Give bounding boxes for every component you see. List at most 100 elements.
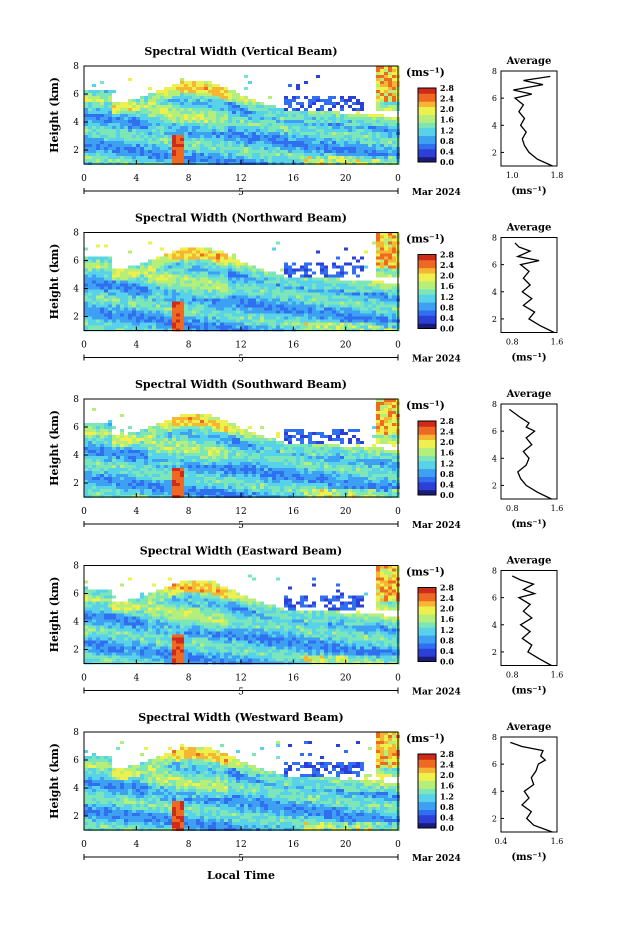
heatmap-cell [228, 135, 232, 138]
heatmap-cell [180, 78, 184, 81]
heatmap-cell [188, 266, 192, 269]
heatmap-cell [380, 311, 384, 314]
heatmap-cell [284, 153, 288, 156]
heatmap-cell [148, 320, 152, 323]
heatmap-cell [380, 323, 384, 326]
heatmap-cell [96, 108, 100, 111]
heatmap-cell [384, 254, 388, 257]
heatmap-cell [188, 480, 192, 483]
heatmap-cell [172, 453, 176, 456]
heatmap-cell [136, 435, 140, 438]
heatmap-cell [220, 257, 224, 260]
heatmap-cell [124, 450, 128, 453]
heatmap-cell [116, 129, 120, 132]
heatmap-cell [392, 296, 396, 299]
heatmap-cell [208, 305, 212, 308]
heatmap-cell [276, 290, 280, 293]
heatmap-cell [316, 305, 320, 308]
heatmap-cell [248, 144, 252, 147]
heatmap-cell [324, 147, 328, 150]
heatmap-cell [88, 320, 92, 323]
heatmap-cell [128, 471, 132, 474]
heatmap-cell [236, 120, 240, 123]
heatmap-cell [116, 293, 120, 296]
heatmap-cell [164, 126, 168, 129]
heatmap-cell [232, 489, 236, 492]
heatmap-cell [240, 441, 244, 444]
heatmap-cell [124, 147, 128, 150]
heatmap-cell [148, 492, 152, 495]
heatmap-cell [364, 290, 368, 293]
heatmap-cell [252, 453, 256, 456]
heatmap-cell [180, 326, 184, 329]
heatmap-cell [116, 450, 120, 453]
heatmap-cell [384, 93, 388, 96]
heatmap-cell [392, 147, 396, 150]
heatmap-cell [140, 99, 144, 102]
heatmap-cell [132, 447, 136, 450]
heatmap-cell [196, 87, 200, 90]
heatmap-cell [216, 156, 220, 159]
heatmap-cell [216, 287, 220, 290]
heatmap-cell [336, 308, 340, 311]
heatmap-cell [168, 459, 172, 462]
heatmap-cell [200, 105, 204, 108]
heatmap-cell [144, 323, 148, 326]
heatmap-cell [384, 123, 388, 126]
heatmap-cell [124, 275, 128, 278]
heatmap-cell [200, 159, 204, 162]
heatmap-cell [320, 138, 324, 141]
heatmap-cell [224, 311, 228, 314]
heatmap-cell [352, 281, 356, 284]
heatmap-cell [300, 308, 304, 311]
heatmap-cell [248, 462, 252, 465]
heatmap-cell [196, 266, 200, 269]
heatmap-cell [188, 317, 192, 320]
heatmap-cell [104, 275, 108, 278]
heatmap-cell [220, 492, 224, 495]
heatmap-cell [220, 483, 224, 486]
heatmap-cell [380, 78, 384, 81]
heatmap-cell [208, 450, 212, 453]
heatmap-cell [136, 287, 140, 290]
heatmap-cell [352, 323, 356, 326]
heatmap-cell [108, 320, 112, 323]
heatmap-cell [148, 468, 152, 471]
heatmap-cell [252, 323, 256, 326]
heatmap-cell [148, 435, 152, 438]
heatmap-cell [212, 453, 216, 456]
heatmap-cell [132, 480, 136, 483]
heatmap-cell [144, 441, 148, 444]
heatmap-cell [252, 477, 256, 480]
heatmap-cell [160, 486, 164, 489]
heatmap-cell [204, 320, 208, 323]
heatmap-cell [240, 444, 244, 447]
heatmap-cell [196, 462, 200, 465]
heatmap-cell [216, 269, 220, 272]
heatmap-cell [228, 435, 232, 438]
heatmap-cell [256, 156, 260, 159]
heatmap-cell [240, 96, 244, 99]
heatmap-cell [176, 87, 180, 90]
heatmap-cell [376, 114, 380, 117]
heatmap-cell [240, 266, 244, 269]
heatmap-cell [204, 420, 208, 423]
heatmap-cell [168, 87, 172, 90]
heatmap-cell [152, 284, 156, 287]
heatmap-cell [120, 290, 124, 293]
heatmap-cell [108, 465, 112, 468]
heatmap-cell [160, 441, 164, 444]
heatmap-cell [192, 81, 196, 84]
heatmap-cell [132, 317, 136, 320]
heatmap-cell [108, 99, 112, 102]
heatmap-cell [364, 326, 368, 329]
heatmap-cell [188, 105, 192, 108]
heatmap-cell [340, 299, 344, 302]
heatmap-cell [104, 486, 108, 489]
heatmap-cell [240, 269, 244, 272]
heatmap-cell [100, 90, 104, 93]
heatmap-cell [360, 147, 364, 150]
heatmap-cell [248, 326, 252, 329]
heatmap-cell [220, 429, 224, 432]
